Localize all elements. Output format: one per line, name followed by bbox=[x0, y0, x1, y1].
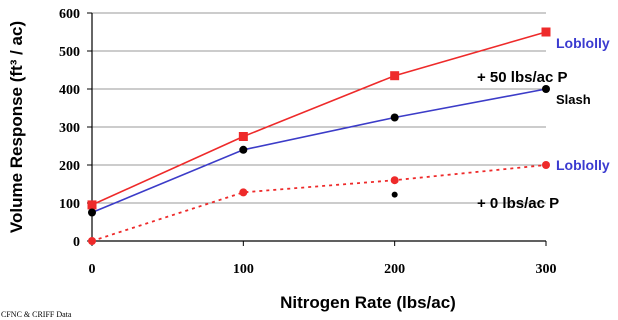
series-0-point-200 bbox=[390, 71, 400, 81]
source-note: CFNC & CRIFF Data bbox=[1, 310, 72, 319]
x-tick-label-100: 100 bbox=[233, 262, 254, 277]
series-0-point-300 bbox=[541, 27, 551, 37]
series-lines bbox=[91, 31, 547, 242]
series-1-point-300 bbox=[542, 85, 550, 93]
annotation-p50: + 50 lbs/ac P bbox=[477, 69, 567, 86]
series-2-point-0 bbox=[88, 237, 96, 245]
x-axis-title: Nitrogen Rate (lbs/ac) bbox=[280, 293, 456, 312]
y-tick-label-300: 300 bbox=[59, 121, 80, 136]
series-0-point-100 bbox=[238, 132, 248, 141]
grid-lines bbox=[92, 12, 546, 204]
series-markers bbox=[87, 27, 551, 245]
x-tick-label-300: 300 bbox=[536, 262, 557, 277]
series-1-point-0 bbox=[88, 208, 96, 217]
y-axis-title: Volume Response (ft³ / ac) bbox=[7, 21, 26, 233]
y-tick-label-400: 400 bbox=[59, 83, 80, 98]
series-1-point-100 bbox=[239, 145, 248, 154]
y-tick-label-500: 500 bbox=[59, 45, 80, 60]
series-1-point-200 bbox=[390, 113, 399, 122]
y-tick-label-600: 600 bbox=[59, 7, 80, 22]
x-tick-label-200: 200 bbox=[384, 262, 405, 277]
annotation-slash: Slash bbox=[556, 92, 591, 107]
y-tick-label-200: 200 bbox=[59, 159, 80, 174]
y-tick-label-0: 0 bbox=[73, 235, 80, 250]
series-2-point-200 bbox=[390, 176, 399, 185]
series-line-0 bbox=[91, 31, 547, 206]
series-line-1 bbox=[91, 88, 547, 214]
annotation-loblolly-bottom: Loblolly bbox=[556, 157, 610, 173]
tick-labels: 0 100 200 300 400 500 600 0 100 200 300 bbox=[59, 7, 557, 277]
series-2-point-300 bbox=[542, 161, 550, 169]
series-2-point-100 bbox=[239, 188, 248, 197]
annotation-p0: + 0 lbs/ac P bbox=[477, 195, 559, 212]
x-tick-label-0: 0 bbox=[89, 262, 96, 277]
series-0-point-0 bbox=[87, 200, 97, 210]
y-tick-label-100: 100 bbox=[59, 197, 80, 212]
series-line-2 bbox=[91, 164, 547, 242]
annotation-loblolly-top: Loblolly bbox=[556, 35, 610, 51]
extra-point-0 bbox=[391, 191, 398, 198]
